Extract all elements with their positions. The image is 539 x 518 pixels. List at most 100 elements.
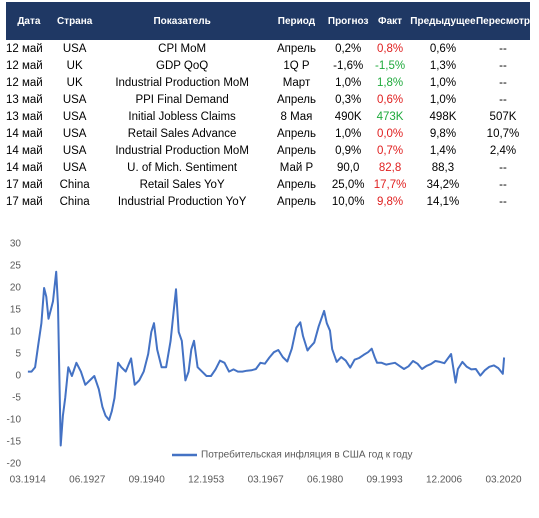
table-cell: 1,0% [335,127,362,140]
table-row: 13 май USA PPI Final Demand Апрель 0,3% 0,6% 1… [6,91,530,108]
y-tick-label: 15 [10,305,22,316]
table-cell: 0,6% [376,93,404,106]
table-cell: 1,4% [429,144,457,157]
y-tick-label: 5 [15,349,21,360]
y-tick-label: -5 [12,393,21,404]
table-cell: 1,0% [429,76,457,89]
table-cell: 1,0% [429,93,457,106]
table-cell: 25,0% [331,178,365,191]
table-cell: 1,0% [335,76,362,89]
table-cell: 12 май [6,76,43,89]
table-cell: GDP QoQ [156,59,209,72]
table-cell: 14,1% [426,195,460,208]
table-cell: -- [499,76,507,89]
table-cell: -- [499,59,507,72]
table-cell: Retail Sales Advance [127,127,237,140]
table-cell: 0,7% [376,144,404,157]
table-cell: 0,0% [376,127,404,140]
table-cell: 0,2% [335,42,362,55]
table-cell: China [59,178,90,191]
y-tick-label: 30 [10,239,22,250]
table-cell: 17,7% [373,178,407,191]
table-cell: Апрель [276,178,316,191]
table-cell: Апрель [276,195,316,208]
table-cell: Апрель [276,93,316,106]
table-cell: -- [499,161,507,174]
header-cell: Факт [370,2,410,40]
table-cell: 88,3 [431,161,455,174]
x-tick-label: 12.1953 [188,475,225,486]
table-cell: -1,6% [333,59,364,72]
header-cell: Показатель [97,2,267,40]
table-row: 17 май China Retail Sales YoY Апрель 25,0% 17… [6,176,530,193]
table-cell: Апрель [276,144,316,157]
table-cell: 90,0 [336,161,360,174]
table-cell: UK [66,59,83,72]
table-cell: USA [62,161,87,174]
table-cell: 10,0% [331,195,365,208]
header-cell: Период [266,2,327,40]
x-tick-label: 09.1993 [367,475,404,486]
table-cell: Industrial Production YoY [117,195,247,208]
x-tick-label: 03.2020 [485,475,522,486]
table-cell: Май P [279,161,314,174]
header-cell: Прогноз [326,2,371,40]
table-cell: 9,8% [376,195,404,208]
x-tick-label: 06.1927 [69,475,106,486]
x-tick-label: 12.2006 [426,475,463,486]
table-cell: 8 Мая [280,110,313,123]
table-cell: 34,2% [426,178,460,191]
table-cell: 9,8% [429,127,457,140]
table-cell: Апрель [276,127,316,140]
table-row: 12 май UK GDP QoQ 1Q P -1,6% -1,5% 1,3% -- [6,57,530,74]
table-cell: U. of Mich. Sentiment [127,161,238,174]
table-cell: 17 май [6,178,43,191]
table-cell: Industrial Production MoM [115,76,249,89]
table-cell: 490K [334,110,362,123]
table-cell: 0,8% [376,42,404,55]
table-cell: 0,6% [429,42,457,55]
table-cell: UK [66,76,83,89]
table-cell: Initial Jobless Claims [128,110,236,123]
calendar-table: Дата Страна Показатель Период Прогноз Факт Пре… [6,2,530,210]
table-cell: USA [62,127,87,140]
y-tick-label: -15 [7,437,22,448]
table-cell: 12 май [6,42,43,55]
table-cell: -- [499,42,507,55]
table-cell: 14 май [6,127,43,140]
table-row: 13 май USA Initial Jobless Claims 8 Мая 490K… [6,108,530,125]
header-cell: Пересмотр [475,2,530,40]
x-tick-label: 03.1914 [10,475,47,486]
table-cell: 2,4% [489,144,517,157]
table-cell: -- [499,178,507,191]
table-cell: 473K [376,110,404,123]
table-cell: 13 май [6,110,43,123]
table-cell: 507K [489,110,517,123]
y-tick-label: 25 [10,261,22,272]
table-cell: 14 май [6,144,43,157]
table-cell: Industrial Production MoM [115,144,249,157]
table-cell: 1Q P [283,59,310,72]
y-tick-label: 10 [10,327,22,338]
y-tick-label: 20 [10,283,22,294]
table-cell: 12 май [6,59,43,72]
y-tick-label: 0 [15,371,21,382]
table-row: 14 май USA Industrial Production MoM Апрель… [6,142,530,159]
table-cell: USA [62,42,87,55]
table-row: 14 май USA U. of Mich. Sentiment Май P 90,0 8… [6,159,530,176]
table-cell: 1,3% [429,59,457,72]
table-cell: 17 май [6,195,43,208]
table-cell: Retail Sales YoY [139,178,225,191]
y-tick-label: -20 [7,459,22,470]
header-cell: Дата [6,2,52,40]
line-series [27,270,506,447]
table-cell: USA [62,110,87,123]
table-cell: 498K [429,110,457,123]
table-cell: PPI Final Demand [135,93,229,106]
table-cell: Апрель [276,42,316,55]
legend-label: Потребительская инфляция в США год к год… [201,449,412,461]
y-tick-label: -10 [7,415,22,426]
header-cell: Страна [51,2,98,40]
